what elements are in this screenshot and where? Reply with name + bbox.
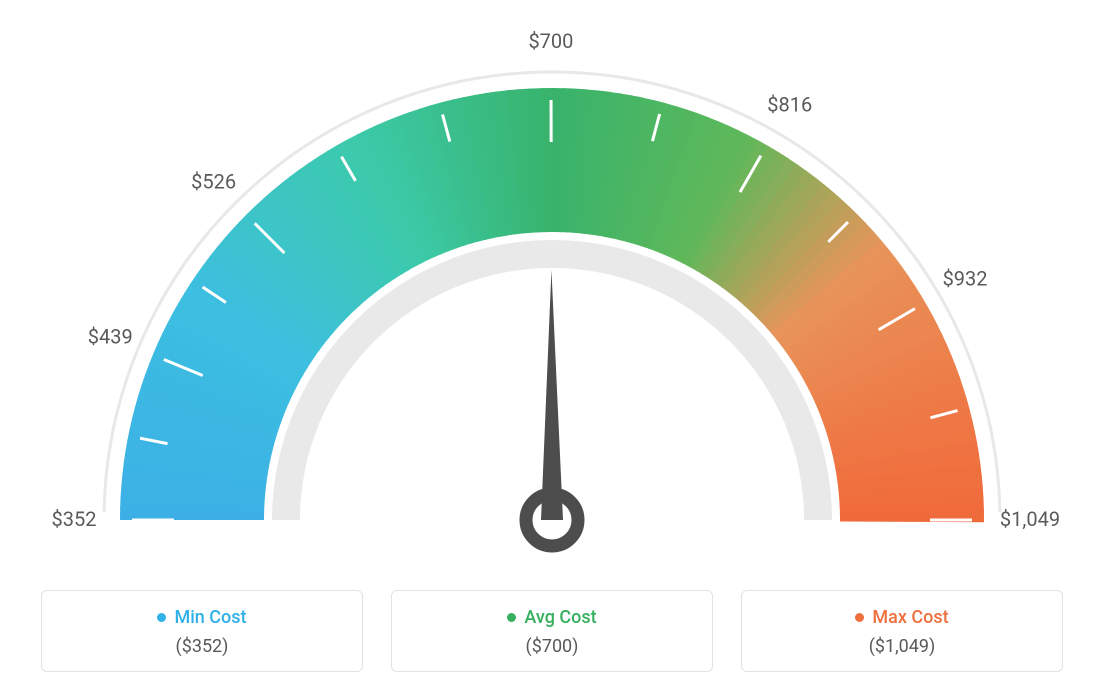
gauge-needle — [541, 270, 563, 520]
dot-icon — [157, 613, 166, 622]
legend-title-text: Avg Cost — [524, 607, 596, 628]
legend-card-max: Max Cost ($1,049) — [741, 590, 1063, 672]
gauge-svg: $352 $439 $526 $700 $816 $932 $1,049 — [0, 0, 1104, 590]
legend-row: Min Cost ($352) Avg Cost ($700) Max Cost… — [0, 590, 1104, 672]
gauge-chart: $352 $439 $526 $700 $816 $932 $1,049 — [0, 0, 1104, 590]
gauge-tick-label: $526 — [191, 169, 236, 193]
gauge-tick-label: $352 — [52, 507, 97, 531]
dot-icon — [507, 613, 516, 622]
legend-title-max: Max Cost — [855, 607, 948, 628]
legend-title-min: Min Cost — [157, 607, 246, 628]
gauge-tick-label: $439 — [88, 324, 133, 348]
legend-value-avg: ($700) — [402, 636, 702, 657]
legend-value-max: ($1,049) — [752, 636, 1052, 657]
legend-title-text: Max Cost — [872, 607, 948, 628]
gauge-tick-label: $700 — [528, 29, 573, 53]
legend-title-text: Min Cost — [174, 607, 246, 628]
legend-card-min: Min Cost ($352) — [41, 590, 363, 672]
legend-value-min: ($352) — [52, 636, 352, 657]
legend-card-avg: Avg Cost ($700) — [391, 590, 713, 672]
gauge-tick-label: $816 — [767, 92, 812, 116]
gauge-tick-label: $932 — [943, 266, 988, 290]
dot-icon — [855, 613, 864, 622]
legend-title-avg: Avg Cost — [507, 607, 596, 628]
gauge-tick-label: $1,049 — [1000, 507, 1060, 531]
